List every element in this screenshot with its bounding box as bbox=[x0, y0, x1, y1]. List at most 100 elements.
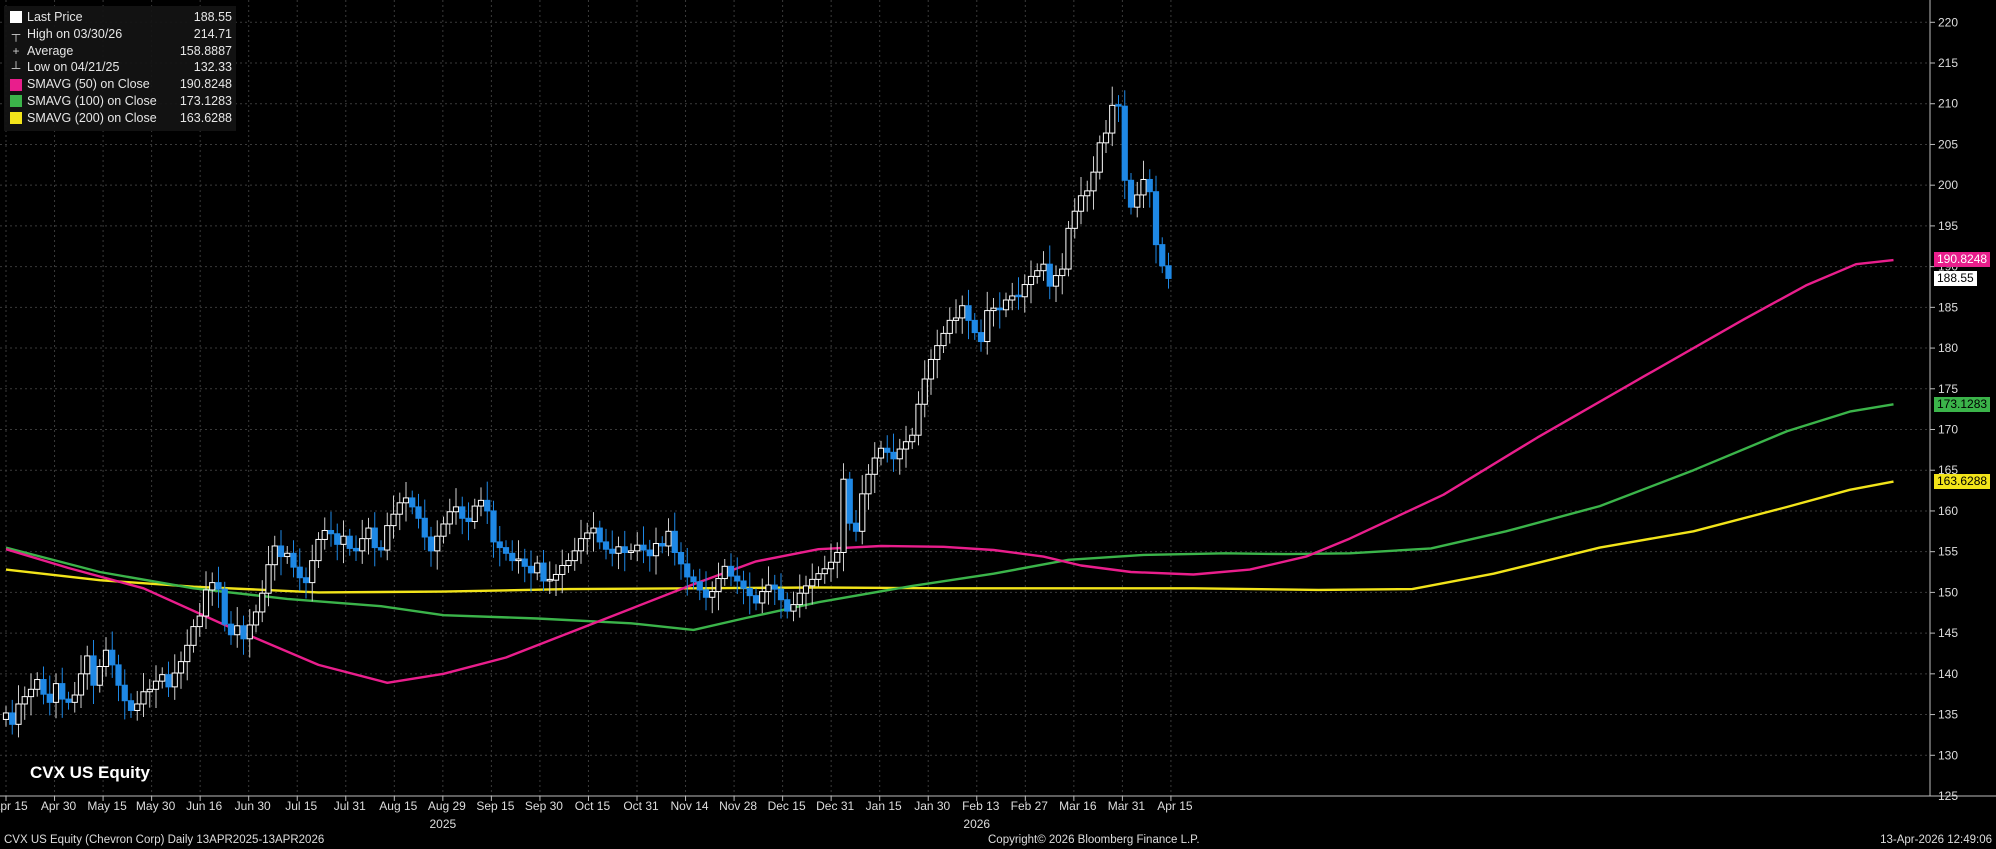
candle-body bbox=[9, 712, 16, 725]
candle-body bbox=[684, 563, 691, 578]
candle bbox=[877, 440, 885, 466]
y-tick-label: 220 bbox=[1938, 15, 1958, 29]
candle bbox=[459, 496, 466, 535]
candle bbox=[21, 686, 28, 720]
x-tick-label: Jan 30 bbox=[914, 799, 950, 813]
candle bbox=[402, 482, 410, 522]
candle-body bbox=[409, 497, 416, 508]
candle-body bbox=[565, 560, 572, 567]
x-tick-label: Jun 16 bbox=[186, 799, 222, 813]
candle bbox=[846, 471, 853, 531]
candle-body bbox=[102, 649, 110, 668]
candle bbox=[146, 679, 153, 708]
yellow-square-icon bbox=[10, 112, 22, 125]
candle-body bbox=[909, 434, 916, 443]
candle-body bbox=[884, 447, 891, 453]
candle-body bbox=[371, 527, 378, 549]
candle bbox=[790, 591, 797, 622]
candle bbox=[177, 651, 185, 689]
legend-value: 132.33 bbox=[193, 60, 232, 75]
sma200-line bbox=[5, 480, 1894, 594]
candle bbox=[71, 681, 78, 713]
y-tick-label: 165 bbox=[1938, 463, 1958, 477]
candle-body bbox=[302, 577, 310, 584]
candle bbox=[996, 292, 1003, 329]
candle-body bbox=[1009, 295, 1016, 301]
candle bbox=[202, 571, 210, 630]
x-tick-label: Apr 30 bbox=[41, 799, 77, 813]
candle-body bbox=[477, 499, 485, 507]
chart-legend: Last Price 188.55 ┬ High on 03/30/26 214… bbox=[4, 6, 236, 131]
candle bbox=[927, 349, 935, 395]
y-tick-label: 150 bbox=[1938, 585, 1958, 599]
y-tick-label: 125 bbox=[1938, 789, 1958, 803]
candle-body bbox=[140, 691, 147, 705]
candle-body bbox=[1165, 265, 1172, 279]
candle-body bbox=[796, 592, 803, 606]
candle-body bbox=[577, 538, 585, 552]
candle-body bbox=[915, 403, 922, 436]
candle-body bbox=[34, 679, 41, 690]
candle-body bbox=[227, 623, 235, 636]
candle-body bbox=[509, 552, 516, 562]
candle bbox=[1096, 135, 1103, 180]
legend-value: 190.8248 bbox=[179, 77, 232, 92]
candle-body bbox=[815, 573, 822, 580]
candle-body bbox=[609, 548, 616, 554]
candle bbox=[684, 548, 691, 596]
candle bbox=[96, 659, 103, 693]
candle-body bbox=[246, 624, 253, 640]
candle bbox=[921, 360, 928, 418]
y-tick-label: 185 bbox=[1938, 300, 1958, 314]
candle bbox=[815, 566, 822, 587]
sma200-price-tag: 163.6288 bbox=[1934, 473, 1991, 489]
candle bbox=[802, 575, 810, 610]
candle bbox=[302, 567, 310, 599]
candle bbox=[852, 510, 860, 542]
candle bbox=[952, 299, 960, 334]
candle-body bbox=[809, 578, 816, 587]
candle bbox=[840, 463, 847, 572]
candle bbox=[9, 699, 16, 735]
candle bbox=[1134, 181, 1141, 218]
candle bbox=[571, 537, 578, 571]
legend-item-last-price: Last Price 188.55 bbox=[10, 9, 232, 26]
candle bbox=[277, 530, 285, 576]
candle-body bbox=[384, 525, 391, 551]
candle-body bbox=[421, 517, 428, 538]
candle bbox=[65, 691, 72, 710]
candle-body bbox=[721, 565, 728, 580]
candle bbox=[184, 629, 191, 681]
candle-body bbox=[1046, 263, 1053, 287]
x-tick-label: May 15 bbox=[87, 799, 127, 813]
candle-body bbox=[396, 502, 403, 515]
candle-body bbox=[490, 510, 497, 543]
candle-body bbox=[209, 582, 216, 591]
candle bbox=[296, 548, 303, 591]
legend-label: SMAVG (200) on Close bbox=[27, 110, 157, 125]
candle-body bbox=[1134, 194, 1141, 208]
candle bbox=[696, 568, 703, 601]
candle bbox=[484, 481, 491, 524]
candle-body bbox=[277, 545, 285, 558]
candle bbox=[502, 540, 510, 561]
candle bbox=[490, 500, 497, 558]
candle bbox=[915, 391, 922, 446]
candle bbox=[1002, 292, 1010, 318]
candle-body bbox=[996, 307, 1003, 311]
candle-body bbox=[846, 478, 853, 524]
candle bbox=[640, 526, 647, 564]
legend-item-low: ┴ Low on 04/21/25 132.33 bbox=[10, 59, 232, 76]
legend-label: High on 03/30/26 bbox=[27, 26, 123, 41]
candle-body bbox=[521, 558, 528, 567]
candle-body bbox=[359, 538, 366, 552]
legend-label: Average bbox=[27, 43, 74, 58]
candle bbox=[465, 502, 472, 541]
candle bbox=[690, 569, 697, 590]
candle bbox=[677, 542, 685, 580]
candle bbox=[784, 592, 791, 619]
candle-body bbox=[584, 532, 591, 540]
candle bbox=[646, 539, 653, 572]
